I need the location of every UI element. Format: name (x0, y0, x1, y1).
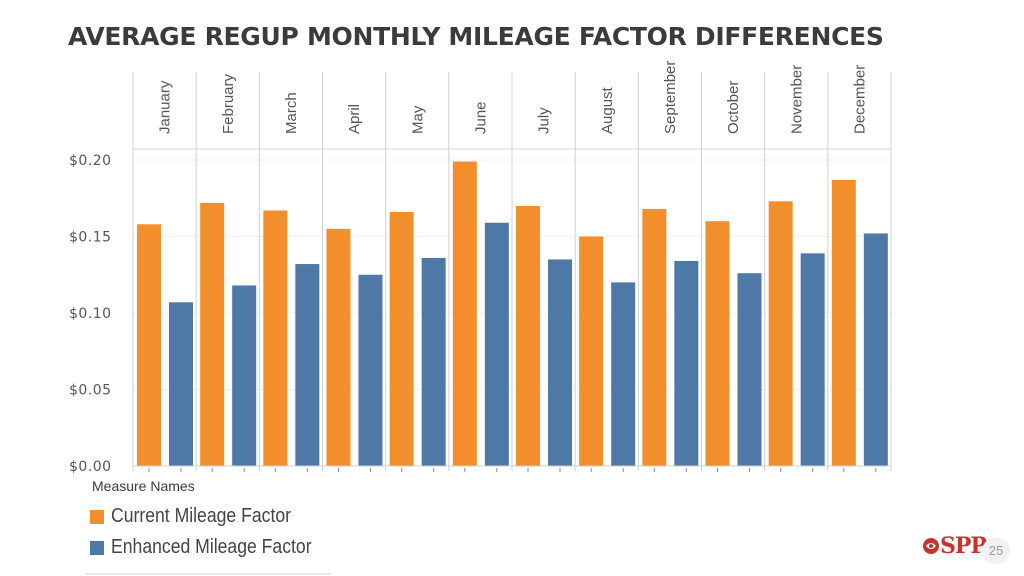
y-tick-label: $0.20 (69, 153, 112, 169)
bar-enhanced (548, 259, 572, 466)
bar-enhanced (737, 273, 762, 466)
bar-enhanced (800, 253, 825, 466)
bar-enhanced (295, 264, 320, 466)
bar-enhanced (674, 260, 699, 466)
page-number: 25 (982, 538, 1010, 564)
legend-item-enhanced[interactable]: Enhanced Mileage Factor (90, 536, 339, 559)
legend-title: Measure Names (92, 478, 195, 494)
y-tick-label: $0.10 (69, 306, 112, 322)
legend-swatch-enhanced (90, 540, 104, 555)
x-category-label: November (788, 65, 805, 134)
bar-enhanced (863, 233, 888, 466)
x-category-label: September (662, 61, 679, 134)
bar-current (389, 212, 414, 466)
bar-enhanced (484, 222, 509, 466)
x-category-label: May (409, 105, 426, 134)
bar-current (579, 236, 604, 466)
legend-label-enhanced: Enhanced Mileage Factor (111, 536, 312, 558)
x-category-label: April (346, 104, 363, 134)
x-category-label: February (220, 73, 237, 134)
bar-enhanced (421, 257, 446, 466)
bar-current (137, 224, 161, 466)
page-title: AVERAGE REGUP MONTHLY MILEAGE FACTOR DIF… (68, 22, 884, 51)
legend-item-current[interactable]: Current Mileage Factor (90, 505, 316, 528)
bar-enhanced (169, 302, 193, 466)
bar-current (200, 202, 225, 466)
spp-logo-icon (923, 538, 939, 554)
y-tick-label: $0.00 (69, 459, 112, 475)
x-category-label: August (599, 86, 616, 134)
bar-current (831, 179, 856, 466)
x-category-label: January (157, 80, 174, 134)
x-category-label: October (725, 81, 742, 134)
x-category-label: December (851, 65, 868, 134)
x-category-label: March (283, 92, 300, 134)
y-tick-label: $0.05 (69, 383, 112, 399)
bar-enhanced (358, 274, 383, 466)
legend-swatch-current (90, 509, 104, 524)
bar-current (642, 208, 667, 466)
bar-current (452, 161, 477, 466)
x-category-label: June (472, 101, 489, 134)
bar-current (263, 210, 288, 466)
x-category-label: July (536, 107, 553, 134)
legend-label-current: Current Mileage Factor (111, 505, 291, 527)
legend: Measure Names Current Mileage Factor Enh… (86, 475, 331, 575)
bar-current (768, 201, 793, 466)
spp-logo-text: SPP (940, 533, 987, 559)
y-tick-label: $0.15 (69, 230, 112, 246)
spp-logo: SPP (922, 533, 987, 559)
bar-enhanced (232, 285, 257, 466)
bar-current (705, 221, 730, 466)
bar-enhanced (611, 282, 636, 466)
bar-current (326, 228, 351, 466)
bar-current (516, 205, 540, 466)
